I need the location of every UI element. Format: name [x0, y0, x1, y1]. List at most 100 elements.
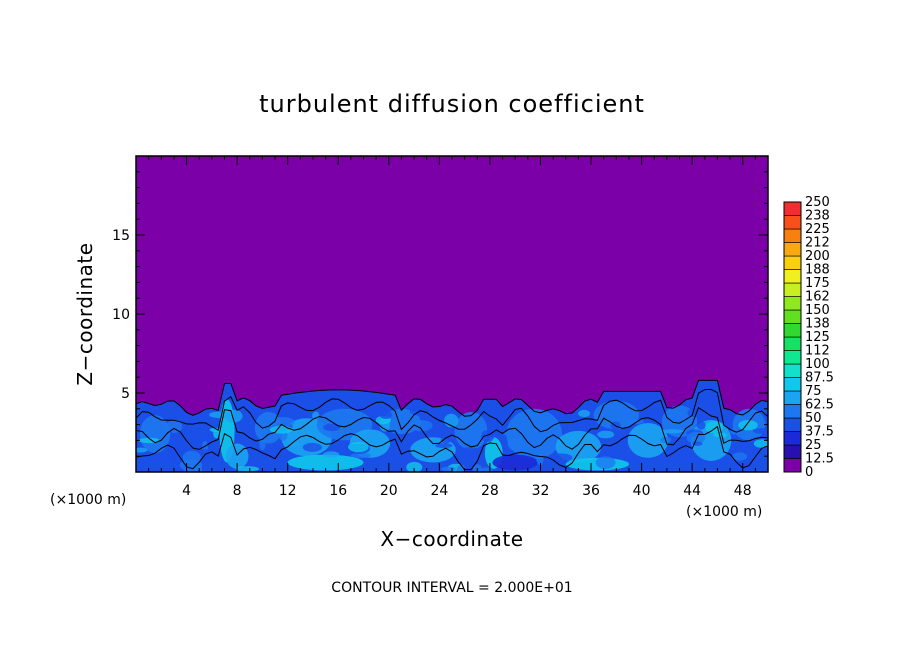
x-tick-label: 40 [633, 483, 651, 499]
colorbar-swatch [783, 431, 802, 446]
colorbar-swatch [783, 458, 802, 473]
colorbar-label: 212 [805, 236, 830, 251]
colorbar-frame [783, 201, 802, 473]
field-patch [506, 408, 562, 460]
x-unit-left: (×1000 m) [50, 492, 126, 508]
x-ticks: 4 8 12 16 20 24 28 32 36 40 44 48 [148, 156, 756, 499]
colorbar-label: 50 [805, 411, 822, 426]
field-cell [236, 467, 244, 472]
colorbar-label: 87.5 [805, 371, 834, 386]
colorbar-swatch [783, 323, 802, 338]
field-cell [548, 453, 573, 462]
field-cell [713, 432, 728, 438]
colorbar-label: 62.5 [805, 398, 834, 413]
x-tick-label: 36 [582, 483, 600, 499]
field-cell [323, 423, 341, 432]
field-cell [686, 431, 706, 444]
y-tick-label: 10 [112, 307, 130, 323]
y-ticks: 5 10 15 [112, 171, 768, 457]
field-cell [166, 419, 183, 433]
field-cell [578, 409, 591, 418]
field-cell [627, 419, 644, 425]
field-cell [595, 456, 616, 469]
x-unit-right: (×1000 m) [686, 504, 762, 520]
field-cell [507, 437, 524, 451]
colorbar-label: 150 [805, 303, 830, 318]
colorbar-label: 37.5 [805, 425, 834, 440]
colorbar-swatch [783, 336, 802, 351]
colorbar-label: 225 [805, 222, 830, 237]
field-cell [753, 439, 768, 448]
x-tick-label: 32 [532, 483, 550, 499]
colorbar-swatch [783, 350, 802, 365]
field-cell [182, 450, 201, 465]
colorbar-swatch [783, 215, 802, 230]
colorbar-label: 138 [805, 317, 830, 332]
field-patch [492, 454, 538, 471]
field-cell [660, 429, 684, 434]
field-cell [696, 420, 706, 430]
contour-line [136, 425, 768, 471]
x-tick-label: 24 [430, 483, 448, 499]
field-cell [348, 441, 369, 453]
contour-line-top [136, 379, 768, 417]
field-cell [752, 428, 768, 434]
field-patch [454, 411, 488, 450]
colorbar-label: 238 [805, 209, 830, 224]
colorbar-swatch [783, 417, 802, 432]
y-axis-label: Z−coordinate [73, 242, 97, 385]
colorbar-swatch [783, 282, 802, 297]
x-tick-label: 20 [380, 483, 398, 499]
colorbar-label: 162 [805, 290, 830, 305]
colorbar-label: 175 [805, 276, 830, 291]
field-cell [597, 430, 615, 439]
field-patch [287, 454, 364, 471]
field-cell [379, 410, 392, 420]
x-tick-label: 8 [233, 483, 242, 499]
colorbar-swatch [783, 228, 802, 243]
field-cell [481, 430, 495, 443]
colorbar-swatch [783, 255, 802, 270]
field-cell [302, 442, 322, 452]
contour-interval-note: CONTOUR INTERVAL = 2.000E+01 [331, 580, 572, 596]
colorbar-label: 25 [805, 438, 822, 453]
y-tick-label: 5 [121, 386, 130, 402]
field-patch [627, 423, 669, 458]
field-cell [440, 466, 456, 472]
field-cell [738, 420, 758, 431]
colorbar-label: 12.5 [805, 452, 834, 467]
field-patch [139, 415, 171, 454]
contour-line [136, 406, 768, 450]
x-tick-label: 4 [182, 483, 191, 499]
x-tick-label: 48 [734, 483, 752, 499]
field-cell [687, 408, 701, 418]
field-cell [213, 428, 220, 439]
colorbar-label: 0 [805, 465, 813, 480]
colorbar-swatch [783, 390, 802, 405]
turbulence-field [136, 379, 768, 472]
chart-title: turbulent diffusion coefficient [259, 90, 645, 118]
colorbar-swatch [783, 404, 802, 419]
x-axis-label: X−coordinate [380, 527, 523, 551]
field-cell [271, 416, 295, 427]
colorbar-label: 125 [805, 330, 830, 345]
colorbar-swatch [783, 309, 802, 324]
x-tick-label: 44 [683, 483, 701, 499]
colorbar: 012.52537.55062.57587.510011212513815016… [783, 195, 834, 480]
colorbar-label: 112 [805, 344, 830, 359]
field-cell [136, 447, 148, 453]
field-cell [435, 443, 453, 449]
colorbar-swatch [783, 242, 802, 257]
colorbar-label: 75 [805, 384, 822, 399]
field-cell [406, 461, 423, 472]
colorbar-swatch [783, 269, 802, 284]
field-cell [732, 452, 748, 461]
colorbar-swatch [783, 377, 802, 392]
field-cell [209, 411, 233, 419]
field-cell [323, 451, 340, 458]
x-tick-label: 28 [481, 483, 499, 499]
field-cell [456, 465, 466, 472]
colorbar-swatch [783, 296, 802, 311]
field-cell [288, 442, 301, 447]
